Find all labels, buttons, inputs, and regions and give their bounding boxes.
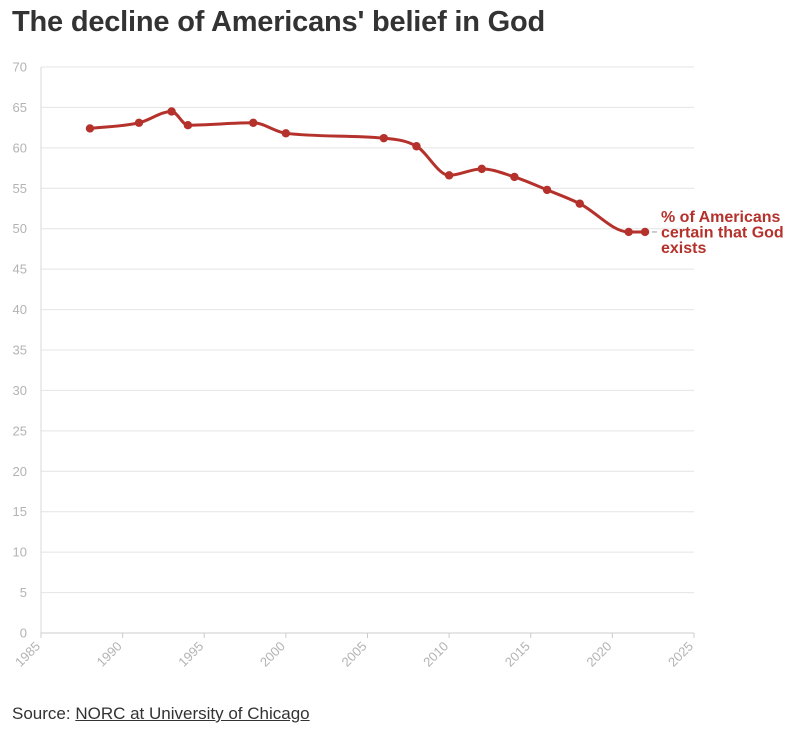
x-tick-label: 1985 [12,639,43,670]
source-link[interactable]: NORC at University of Chicago [75,704,310,723]
source-prefix: Source: [12,704,76,723]
series-label-line: certain that God [661,225,784,242]
data-point [444,171,454,180]
data-point [542,185,552,195]
data-point [412,142,421,151]
y-tick-label: 65 [13,100,27,115]
data-point [134,118,144,127]
gridlines [40,66,694,634]
y-tick-label: 60 [13,140,27,155]
series-group [85,107,650,237]
x-tick-label: 2020 [583,639,614,670]
y-tick-label: 40 [13,302,27,317]
data-point [640,227,650,237]
x-tick-label: 2010 [420,639,451,670]
data-point [85,124,95,133]
data-point [183,121,193,130]
y-tick-label: 10 [13,545,27,560]
x-tick-label: 1995 [175,639,206,670]
y-tick-label: 0 [20,626,27,641]
x-axis-ticks: 1985 1990 1995 2000 2005 2010 2015 2020 2025 [12,633,696,670]
y-tick-label: 35 [13,343,27,358]
chart-title: The decline of Americans' belief in God [12,6,546,38]
y-tick-label: 30 [13,383,27,398]
data-point [249,118,258,127]
y-tick-label: 45 [13,262,27,277]
data-point [281,129,291,138]
y-tick-label: 55 [13,181,27,196]
series-label-line: exists [661,240,706,257]
x-tick-label: 1990 [94,639,125,670]
x-tick-label: 2015 [502,639,533,670]
y-tick-label: 15 [13,504,27,519]
data-point [624,227,633,237]
data-point [379,133,389,143]
data-point [167,107,176,116]
series-line [88,109,647,234]
source-note: Source: NORC at University of Chicago [12,704,310,724]
y-tick-label: 5 [20,585,27,600]
y-axis-ticks: 0 5 10 15 20 25 30 35 40 45 50 55 60 65 70 [13,60,27,641]
y-tick-label: 20 [13,464,27,479]
x-tick-label: 2005 [339,639,370,670]
y-tick-label: 70 [13,60,27,75]
x-tick-label: 2025 [665,639,696,670]
data-point [510,172,519,182]
y-tick-label: 25 [13,423,27,438]
series-label-line: % of Americans [661,209,781,226]
x-tick-label: 2000 [257,639,288,670]
y-tick-label: 50 [13,221,27,236]
data-point [575,199,584,208]
data-point [477,164,486,174]
